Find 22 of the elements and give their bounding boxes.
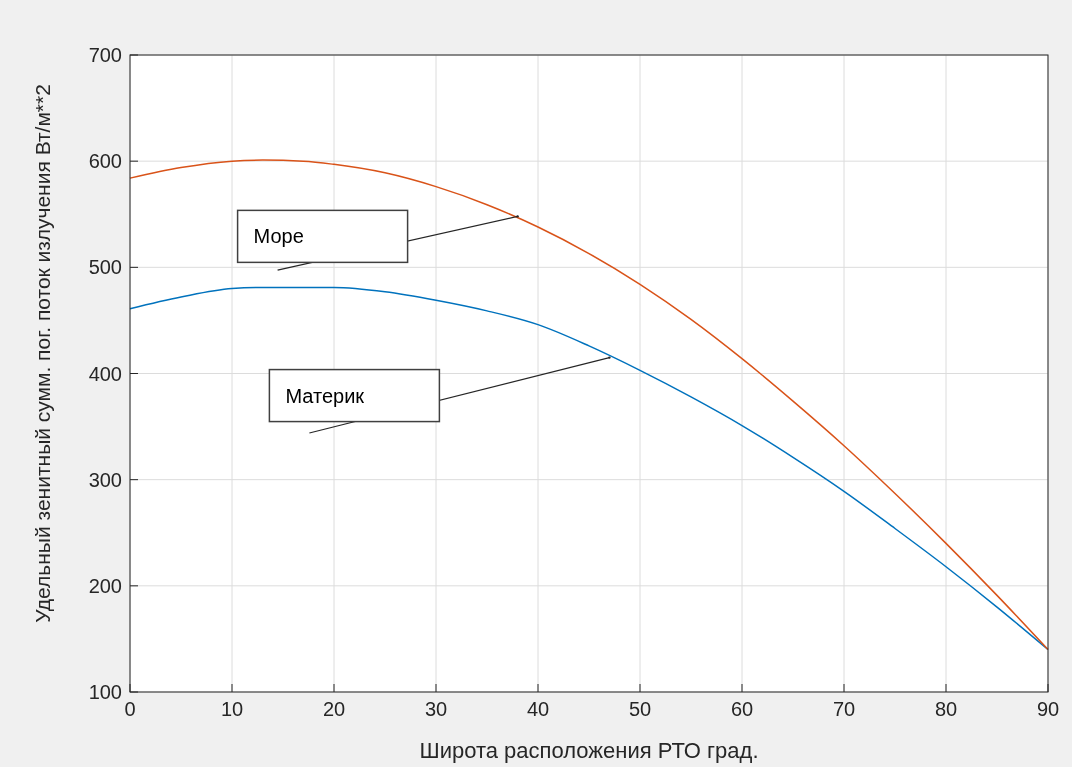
- x-tick-label: 30: [424, 698, 448, 720]
- y-tick-label: 200: [88, 574, 122, 597]
- x-axis-title: Широта расположения РТО град.: [419, 738, 759, 763]
- annotation: Материк: [285, 384, 365, 407]
- y-tick-label: 300: [88, 468, 122, 491]
- x-tick-label: 80: [934, 698, 958, 720]
- y-tick-label: 100: [88, 681, 122, 703]
- x-tick-label: 10: [220, 698, 244, 720]
- x-tick-label: 90: [1036, 698, 1060, 720]
- y-tick-label: 700: [88, 44, 122, 66]
- x-tick-label: 70: [832, 698, 856, 720]
- y-tick-label: 400: [88, 362, 122, 385]
- y-axis-title: Удельный зенитный сумм. пог. поток излучения Вт/м**2: [31, 84, 54, 623]
- annotation: Море: [253, 225, 304, 248]
- y-tick-label: 500: [88, 256, 122, 279]
- x-tick-label: 20: [322, 698, 346, 720]
- x-tick-label: 60: [730, 698, 754, 720]
- y-tick-label: 600: [88, 150, 122, 173]
- x-tick-label: 50: [628, 698, 652, 720]
- line-series: [129, 159, 1049, 651]
- x-tick-label: 0: [124, 698, 136, 720]
- x-tick-label: 40: [526, 698, 550, 720]
